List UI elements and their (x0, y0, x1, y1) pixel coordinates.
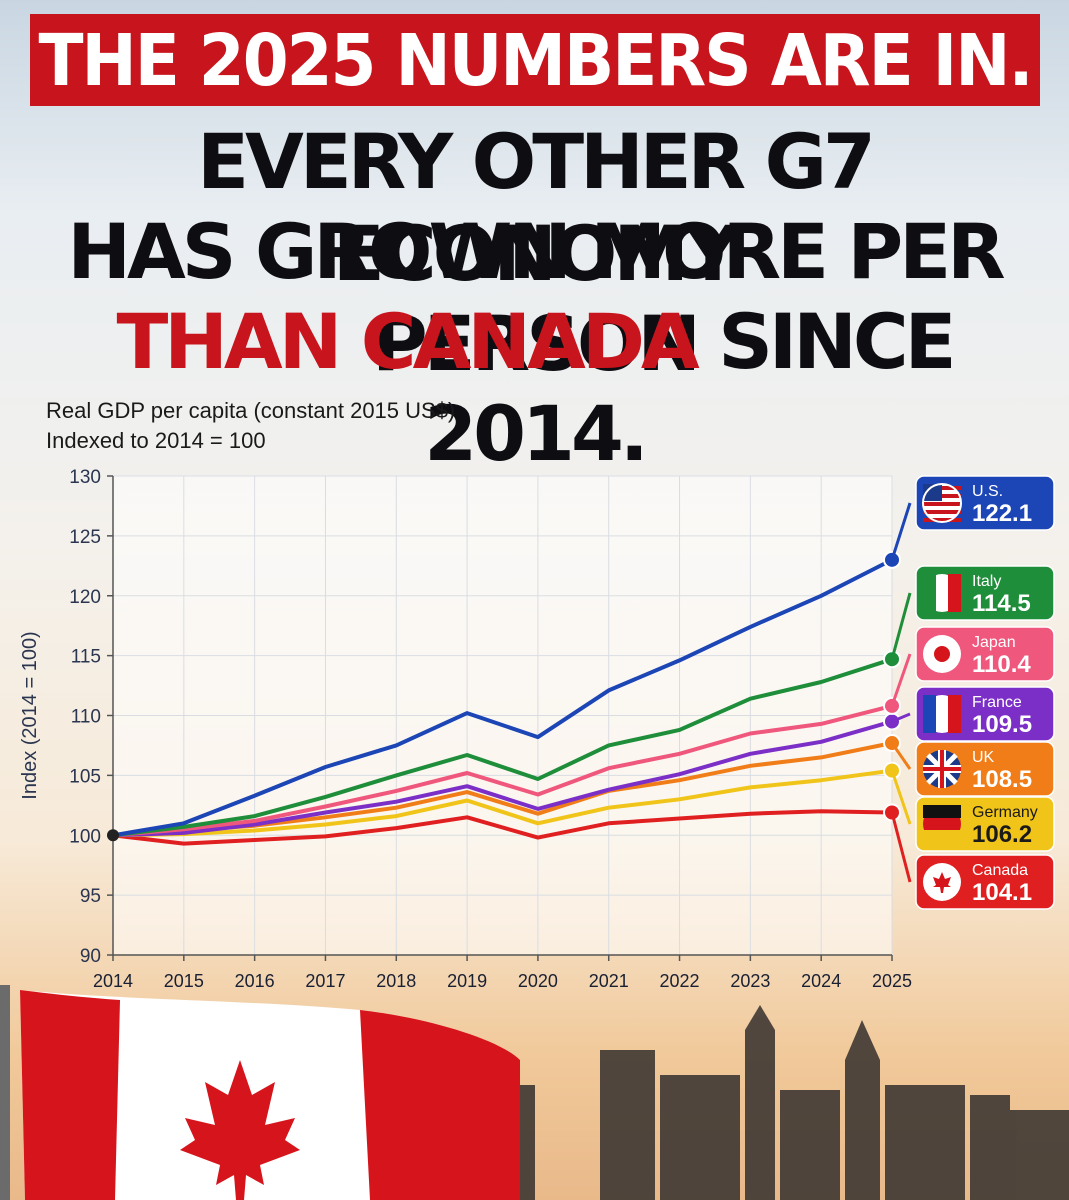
callout-value: 110.4 (972, 651, 1031, 678)
x-tick-label: 2023 (730, 971, 770, 991)
y-tick-label: 115 (71, 647, 101, 668)
x-tick-label: 2022 (660, 971, 700, 991)
callout-connector (890, 812, 912, 883)
maple-leaf (933, 872, 951, 893)
callout-country-name: Italy (972, 573, 1001, 590)
callout-country-name: U.S. (972, 483, 1003, 500)
flag-band (923, 695, 936, 733)
flag-band (923, 805, 961, 818)
canada-flag-image (0, 985, 520, 1200)
series-line-france (111, 719, 894, 838)
y-tick-label: 100 (69, 826, 101, 847)
series-line-canada (111, 809, 894, 846)
callout-country-name: UK (972, 749, 995, 766)
flag-cross (940, 750, 944, 788)
x-tick-label: 2025 (872, 971, 912, 991)
flag-band (948, 695, 961, 733)
y-tick-label: 95 (80, 886, 101, 907)
subtitle-line-1: Real GDP per capita (constant 2015 US$) (46, 398, 456, 423)
y-tick-label: 110 (71, 707, 101, 728)
origin-point (107, 829, 119, 842)
callout-connector (890, 653, 912, 707)
series-line-us (111, 557, 894, 838)
callout-connector (891, 712, 911, 723)
headline-line-3: THAN CANADA SINCE 2014. (0, 296, 1069, 480)
flag-canton (923, 484, 942, 501)
headline-line-1: EVERY OTHER G7 ECONOMY (197, 117, 876, 298)
flag-band (948, 574, 961, 612)
callout-value: 108.5 (972, 766, 1032, 793)
callout-value: 114.5 (972, 590, 1031, 617)
flag-sun (934, 646, 950, 662)
x-tick-label: 2015 (164, 971, 204, 991)
callout-value: 104.1 (972, 879, 1032, 906)
callout-value: 122.1 (972, 500, 1032, 527)
callout-country-name: Canada (972, 862, 1028, 879)
series-line-japan (111, 703, 894, 838)
series-line-germany (111, 768, 894, 838)
callout-connector (890, 770, 912, 825)
y-axis-label: Index (2014 = 100) (19, 631, 41, 799)
y-tick-label: 130 (69, 467, 101, 488)
flag-band (923, 574, 936, 612)
y-tick-label: 125 (69, 527, 101, 548)
x-tick-label: 2020 (518, 971, 558, 991)
flag-stripe (923, 502, 961, 506)
callout-country-name: Germany (972, 804, 1038, 821)
x-tick-label: 2016 (235, 971, 275, 991)
headline-line-2: HAS GROWN MORE PER PERSON (67, 207, 1005, 388)
headline-highlight: THAN CANADA (116, 297, 699, 386)
x-tick-label: 2017 (305, 971, 345, 991)
y-tick-label: 120 (69, 587, 101, 608)
subtitle-line-2: Indexed to 2014 = 100 (46, 428, 266, 453)
flag-band (923, 830, 961, 843)
x-tick-label: 2021 (589, 971, 629, 991)
x-tick-label: 2019 (447, 971, 487, 991)
chart-subtitle: Real GDP per capita (constant 2015 US$) … (46, 396, 455, 456)
y-tick-label: 90 (80, 946, 101, 967)
callout-value: 106.2 (972, 821, 1032, 848)
callout-connector (890, 502, 912, 561)
callout-country-name: Japan (972, 634, 1016, 651)
callout-connector (890, 742, 912, 770)
flag-stripe (923, 518, 961, 522)
callout-value: 109.5 (972, 711, 1032, 738)
y-tick-label: 105 (69, 766, 101, 787)
flag-stripe (923, 510, 961, 514)
headline-line-3-rest: SINCE 2014. (424, 297, 956, 478)
x-tick-label: 2018 (376, 971, 416, 991)
x-tick-label: 2014 (93, 971, 133, 991)
series-line-italy (111, 657, 894, 838)
legend-callout-us: U.S.122.1 (890, 475, 1055, 561)
callout-country-name: France (972, 694, 1022, 711)
banner-text: THE 2025 NUMBERS ARE IN. (38, 18, 1033, 102)
headline-banner: THE 2025 NUMBERS ARE IN. (30, 14, 1040, 106)
callout-connector (890, 592, 912, 660)
x-tick-label: 2024 (801, 971, 841, 991)
flag-ring (922, 483, 962, 523)
